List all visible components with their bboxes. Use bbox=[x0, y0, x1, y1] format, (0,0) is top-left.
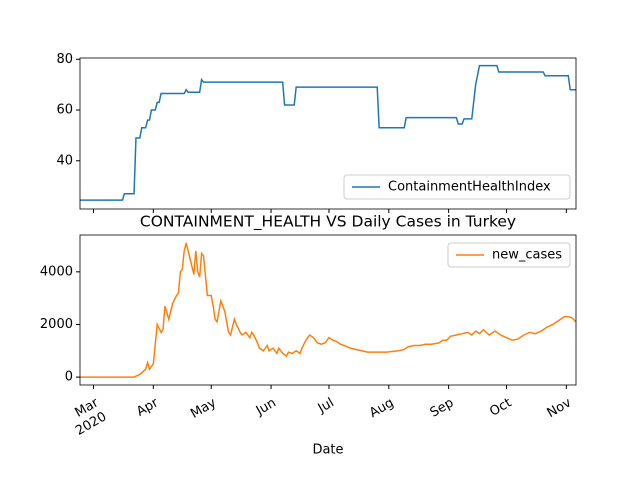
y-tick-label: 4000 bbox=[40, 264, 73, 279]
x-tick-label-group: Jun bbox=[253, 395, 279, 419]
axes-frame bbox=[79, 234, 577, 386]
legend-label: ContainmentHealthIndex bbox=[388, 180, 551, 195]
x-tick-label: Apr bbox=[134, 395, 162, 420]
data-line bbox=[80, 64, 576, 201]
axes-frame bbox=[79, 57, 577, 210]
x-tick-label-group: Jul bbox=[315, 395, 337, 416]
x-tick-label: Jul bbox=[315, 395, 337, 416]
y-tick-label: 2000 bbox=[40, 317, 73, 332]
x-tick-label-group: May bbox=[188, 395, 219, 422]
x-tick-label: May bbox=[188, 395, 219, 422]
chart-title: CONTAINMENT_HEALTH VS Daily Cases in Tur… bbox=[140, 213, 516, 232]
x-tick-label-group: Apr bbox=[134, 395, 162, 420]
x-tick-label: Sep bbox=[428, 395, 457, 420]
x-tick-label-group: Sep bbox=[428, 395, 457, 420]
legend-label: new_cases bbox=[492, 248, 562, 263]
legend-box bbox=[343, 174, 571, 200]
y-tick-label: 60 bbox=[56, 103, 73, 118]
y-tick-label: 40 bbox=[56, 153, 73, 168]
x-tick-label: Jun bbox=[253, 395, 279, 419]
x-tick-label: Nov bbox=[545, 395, 575, 421]
data-line bbox=[80, 242, 577, 378]
y-tick-label: 80 bbox=[56, 52, 73, 67]
legend-box bbox=[447, 242, 571, 268]
x-tick-label: Oct bbox=[487, 395, 514, 419]
y-tick-label: 0 bbox=[65, 370, 73, 385]
x-tick-label-group: Aug bbox=[367, 395, 396, 421]
x-tick-label: Aug bbox=[367, 395, 396, 421]
x-tick-label-group: Oct bbox=[487, 395, 514, 419]
x-axis-label: Date bbox=[312, 443, 343, 458]
x-tick-label-group: Nov bbox=[545, 395, 575, 421]
